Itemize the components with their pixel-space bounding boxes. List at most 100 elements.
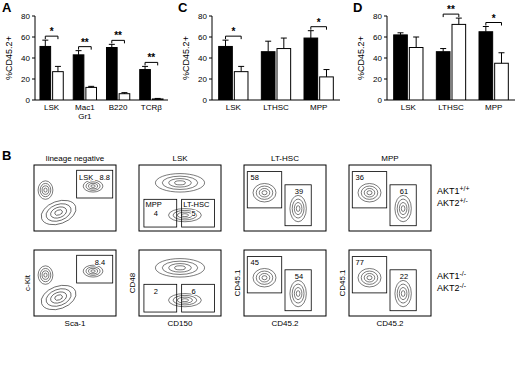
gate bbox=[247, 257, 281, 293]
x-tick-label: Mac1Gr1 bbox=[75, 103, 95, 121]
contour bbox=[38, 196, 80, 229]
gate-percent: 8.4 bbox=[95, 258, 105, 267]
genotype-label: AKT2-/- bbox=[437, 282, 467, 293]
marks bbox=[40, 40, 163, 100]
contour bbox=[292, 199, 304, 218]
x-tick-label: MPP bbox=[485, 103, 502, 112]
significance: * bbox=[50, 26, 54, 37]
error-stem bbox=[45, 40, 46, 46]
x-axis-label: CD150 bbox=[168, 319, 193, 328]
bar bbox=[394, 35, 408, 100]
significance: ** bbox=[147, 52, 155, 63]
plot-frame bbox=[349, 250, 431, 316]
flow-plot: 8.4Sca-1c-Kit bbox=[23, 250, 116, 328]
error-stem bbox=[225, 40, 226, 46]
contour bbox=[83, 265, 103, 277]
panel-letter: C bbox=[178, 0, 188, 15]
contour bbox=[169, 294, 202, 307]
gate-percent: 5 bbox=[191, 209, 195, 218]
y-axis-label: c-Kit bbox=[23, 274, 32, 291]
contour bbox=[181, 214, 188, 217]
bar bbox=[409, 48, 423, 101]
plot-frame bbox=[34, 165, 116, 231]
contour bbox=[169, 209, 202, 222]
error-bar bbox=[55, 66, 61, 71]
contour bbox=[361, 271, 378, 284]
contour bbox=[49, 205, 68, 220]
bar bbox=[261, 52, 275, 100]
plot-frame bbox=[34, 250, 116, 316]
error-bar bbox=[413, 37, 419, 48]
flow-plot: MPP4LT-HSC5 bbox=[139, 165, 221, 231]
contour bbox=[83, 180, 103, 192]
error-cap bbox=[155, 98, 161, 99]
contour bbox=[367, 276, 372, 280]
bar bbox=[140, 70, 151, 100]
error-bar bbox=[42, 40, 48, 46]
gate bbox=[144, 284, 177, 312]
y-tick bbox=[209, 37, 212, 38]
genotype-label: AKT1+/+ bbox=[437, 185, 470, 196]
contour bbox=[44, 273, 47, 277]
bar bbox=[219, 46, 233, 100]
y-tick bbox=[209, 100, 212, 101]
allele: +/+ bbox=[460, 185, 470, 192]
flow-plot: 3661 bbox=[349, 165, 431, 231]
contour bbox=[259, 273, 270, 282]
gate-percent: 54 bbox=[295, 272, 303, 281]
contour bbox=[292, 284, 304, 303]
significance: ** bbox=[81, 37, 89, 48]
contour bbox=[397, 199, 409, 218]
bar bbox=[277, 49, 291, 100]
flow-plot: 7722CD45.2CD45.1 bbox=[338, 250, 431, 328]
y-tick bbox=[384, 100, 387, 101]
plot-frame bbox=[244, 165, 326, 231]
error-bar bbox=[155, 98, 161, 100]
gate bbox=[352, 257, 386, 293]
panel-letter: B bbox=[2, 148, 11, 163]
contour bbox=[401, 206, 405, 212]
error-cap bbox=[413, 37, 419, 38]
contour bbox=[253, 268, 276, 286]
y-tick-label: 60 bbox=[373, 33, 382, 42]
bar bbox=[495, 63, 509, 100]
contour bbox=[54, 294, 63, 301]
gate-percent: 39 bbox=[295, 187, 303, 196]
y-axis-label: %CD45.2+ bbox=[181, 36, 191, 80]
contour bbox=[294, 202, 302, 214]
gate-percent: 8.8 bbox=[100, 173, 110, 182]
y-tick-label: 80 bbox=[373, 12, 382, 21]
bar bbox=[304, 38, 318, 100]
error-cap bbox=[223, 40, 229, 41]
plot-frame bbox=[139, 165, 221, 231]
contour bbox=[162, 176, 197, 189]
error-cap bbox=[142, 66, 148, 67]
y-tick bbox=[209, 58, 212, 59]
contour bbox=[86, 182, 100, 191]
column-title: LT-HSC bbox=[271, 154, 299, 163]
error-stem bbox=[310, 31, 311, 38]
contour bbox=[42, 271, 49, 280]
label-line: Mac1 bbox=[75, 103, 95, 112]
contour bbox=[399, 202, 407, 214]
error-cap bbox=[265, 41, 271, 42]
marks bbox=[219, 31, 334, 100]
y-tick bbox=[384, 16, 387, 17]
contour bbox=[361, 186, 378, 199]
error-bar bbox=[308, 31, 314, 38]
significance: ** bbox=[114, 30, 122, 41]
y-tick-label: 0 bbox=[378, 96, 383, 105]
label-line: B220 bbox=[109, 103, 128, 112]
y-tick-label: 20 bbox=[373, 75, 382, 84]
error-cap bbox=[323, 69, 329, 70]
y-tick-label: 20 bbox=[198, 75, 207, 84]
gate bbox=[352, 172, 386, 208]
gate-percent: 45 bbox=[251, 258, 259, 267]
x-tick-label: LSK bbox=[226, 103, 242, 112]
contour bbox=[256, 271, 273, 284]
contour bbox=[181, 299, 188, 302]
gate bbox=[182, 284, 215, 312]
panel-letter: A bbox=[2, 0, 12, 15]
x-tick-label: LTHSC bbox=[438, 103, 464, 112]
allele: +/- bbox=[460, 197, 469, 204]
